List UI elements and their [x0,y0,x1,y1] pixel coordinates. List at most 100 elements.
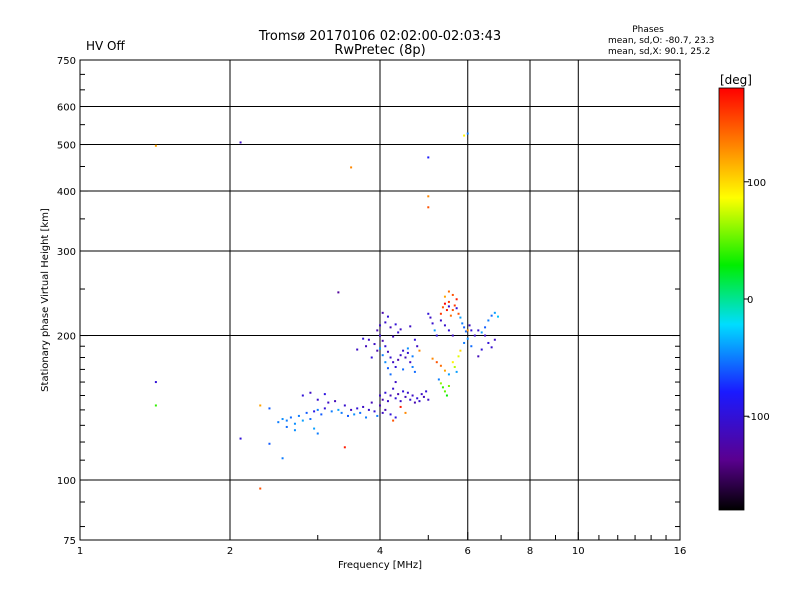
data-point [381,311,384,314]
data-point [376,329,379,332]
data-point [402,390,405,393]
grid-lines [80,60,680,540]
data-point [463,134,466,137]
data-point [461,322,464,325]
data-point [443,295,446,298]
data-point [301,394,304,397]
data-point [346,414,349,417]
data-point [466,132,469,135]
data-point [397,358,400,361]
colorbar-tick-label: 100 [747,178,766,189]
data-point [409,325,412,328]
x-axis-label: Frequency [MHz] [338,560,422,571]
data-point [480,348,483,351]
phases-title: Phases [632,25,664,35]
data-point [281,418,284,421]
data-point [431,322,434,325]
data-point [289,416,292,419]
data-point [445,394,448,397]
data-point [425,390,428,393]
data-point [447,384,450,387]
data-point [362,337,365,340]
data-point [297,414,300,417]
data-point [356,348,359,351]
data-point [313,427,316,430]
data-point [447,329,450,332]
data-point [359,411,362,414]
colorbar-ticks: 100 0 -100 [744,178,770,423]
data-point [394,323,397,326]
data-point [416,397,419,400]
data-point [386,350,389,353]
data-point [402,368,405,371]
x-tick-labels: 1 2 4 6 8 10 16 [77,546,687,557]
data-point [406,351,409,354]
data-point [411,394,414,397]
data-point [418,349,421,352]
data-point [397,393,400,396]
data-point [316,432,319,435]
data-point [379,404,381,407]
data-point [365,345,368,348]
data-point [309,391,312,394]
data-point [323,407,326,410]
data-point [340,411,343,414]
data-point [392,387,395,390]
data-point [451,309,454,312]
plot-area: 1 2 4 6 8 10 16 75 100 200 300 400 500 600 750 [57,56,686,557]
colorbar-tick-label: 0 [747,295,753,306]
x-tick-label: 8 [527,546,533,557]
data-point [470,345,473,348]
data-point [334,400,337,403]
data-point [370,401,373,404]
data-point [277,421,280,424]
data-point [399,328,402,331]
data-point [381,411,384,414]
y-axis-label: Stationary phase Virtual Height [km] [40,208,51,392]
phases-o-stats: mean, sd,O: -80.7, 23.3 [608,36,714,46]
data-point [429,316,432,319]
data-point [389,326,392,329]
data-point [484,334,487,337]
data-point [356,407,359,410]
data-point [384,321,387,324]
data-point [394,416,397,419]
data-point [420,393,423,396]
data-point [496,315,499,318]
data-point [316,408,319,411]
y-tick-label: 100 [57,476,76,487]
data-point [447,290,450,293]
data-point [466,329,469,332]
data-point [343,404,346,407]
data-point [259,404,262,407]
data-point [413,370,416,373]
chart-subtitle: RwPretec (8p) [334,43,425,58]
data-point [470,329,473,332]
data-point [411,355,414,358]
data-point [427,195,430,198]
data-point [439,319,442,322]
data-point [433,329,436,332]
data-point [453,304,456,307]
data-point [384,345,387,348]
data-point [466,337,469,340]
data-point [154,381,157,384]
colorbar-gradient [718,87,745,511]
hv-status-label: HV Off [86,39,125,53]
data-point [418,400,421,403]
x-tick-label: 4 [377,546,383,557]
data-point [439,312,442,315]
data-point [457,312,460,315]
data-point [427,312,430,315]
data-point [455,307,458,310]
data-point [457,355,460,358]
data-point [381,339,384,342]
data-point [323,393,326,396]
data-point [447,305,450,308]
data-point [316,398,319,401]
data-point [411,365,414,368]
data-point [384,391,387,394]
axis-ticks [79,59,681,540]
data-point [379,347,381,350]
data-point [384,408,387,411]
